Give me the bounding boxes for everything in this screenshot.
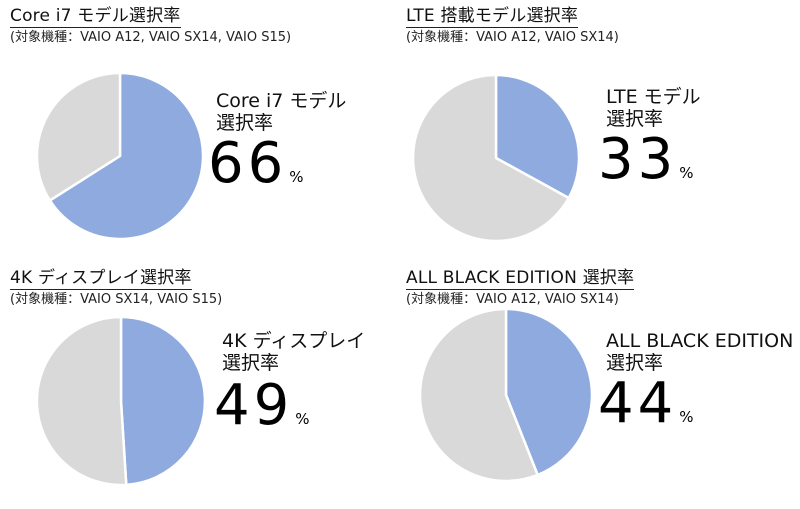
chart-title: LTE 搭載モデル選択率: [406, 6, 579, 28]
pie-chart: [35, 71, 205, 241]
chart-panel-4k: 4K ディスプレイ選択率 (対象機種：VAIO SX14, VAIO S15) …: [0, 262, 400, 509]
percentage-value: 44: [598, 371, 678, 436]
percentage-readout: 44%: [598, 376, 694, 432]
pie-label: Core i7 モデル 選択率: [216, 90, 346, 134]
chart-subtitle: (対象機種：VAIO A12, VAIO SX14, VAIO S15): [10, 30, 292, 45]
pie-label: LTE モデル 選択率: [606, 86, 701, 130]
pie-chart: [35, 315, 207, 487]
chart-panel-all-black-edition: ALL BLACK EDITION 選択率 (対象機種：VAIO A12, VA…: [396, 262, 796, 509]
pie-label-line: 選択率: [606, 108, 664, 130]
percent-unit: %: [289, 168, 304, 186]
percentage-value: 49: [214, 373, 294, 438]
pie-chart: [411, 73, 581, 243]
percent-unit: %: [679, 408, 694, 426]
pie-label-line: LTE モデル: [606, 86, 701, 108]
chart-subtitle: (対象機種：VAIO A12, VAIO SX14): [406, 292, 619, 307]
pie-label-line: Core i7 モデル: [216, 90, 347, 112]
pie-label: 4K ディスプレイ 選択率: [222, 330, 365, 374]
chart-title: ALL BLACK EDITION 選択率: [406, 268, 635, 290]
pie-slice-selected: [504, 307, 594, 477]
pie-label-line: 選択率: [216, 112, 274, 134]
pie-slice-other: [411, 73, 570, 243]
percent-unit: %: [295, 410, 310, 428]
pie-label-line: 選択率: [606, 352, 664, 374]
percent-unit: %: [679, 164, 694, 182]
pie-label-line: 4K ディスプレイ: [222, 330, 366, 352]
percentage-readout: 33%: [598, 132, 694, 188]
pie-slice-selected: [119, 315, 207, 487]
pie-slice-selected: [494, 73, 581, 200]
percentage-value: 33: [598, 127, 678, 192]
pie-label-line: ALL BLACK EDITION: [606, 330, 794, 352]
pie-slice-other: [35, 71, 122, 202]
pie-slice-selected: [48, 71, 205, 241]
pie-label-line: 選択率: [222, 352, 280, 374]
chart-title: Core i7 モデル選択率: [10, 6, 181, 28]
chart-panel-core-i7: Core i7 モデル選択率 (対象機種：VAIO A12, VAIO SX14…: [0, 0, 400, 247]
percentage-readout: 49%: [214, 378, 310, 434]
pie-chart: [418, 307, 594, 483]
chart-subtitle: (対象機種：VAIO SX14, VAIO S15): [10, 292, 223, 307]
percentage-readout: 66%: [208, 136, 304, 192]
pie-slice-other: [418, 307, 539, 483]
percentage-value: 66: [208, 131, 288, 196]
pie-label: ALL BLACK EDITION 選択率: [606, 330, 793, 374]
pie-slice-other: [35, 315, 128, 487]
chart-title: 4K ディスプレイ選択率: [10, 268, 192, 290]
chart-subtitle: (対象機種：VAIO A12, VAIO SX14): [406, 30, 619, 45]
chart-panel-lte: LTE 搭載モデル選択率 (対象機種：VAIO A12, VAIO SX14) …: [396, 0, 796, 247]
